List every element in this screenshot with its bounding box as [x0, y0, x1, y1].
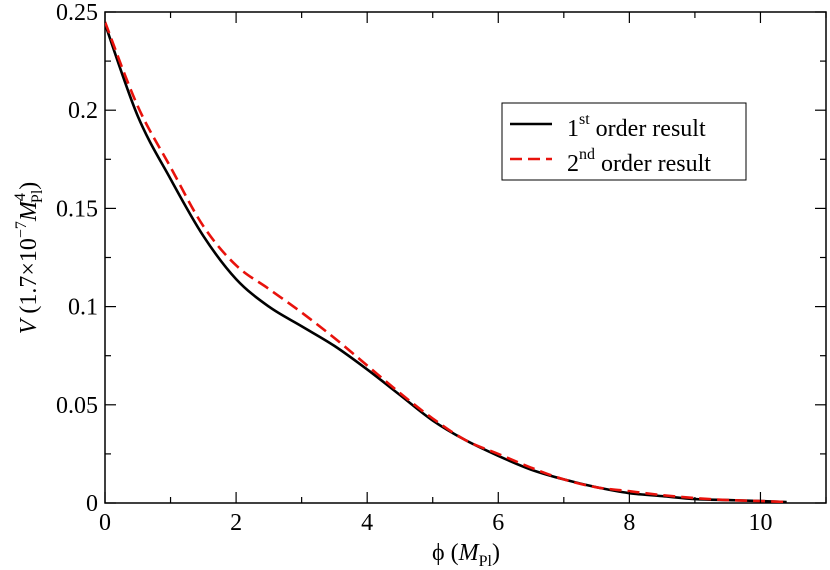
y-tick-label: 0: [86, 491, 98, 517]
y-axis-label-exp: −7: [13, 221, 30, 238]
legend-entry-series-2: 2nd order result: [567, 146, 711, 177]
legend-entry-series-1-num: 1: [567, 116, 579, 142]
y-axis-label-prefix: (1.7×10: [16, 238, 42, 320]
x-axis-label-sub: Pl: [479, 553, 493, 570]
legend: 1st order result 2nd order result: [501, 102, 747, 181]
y-axis-label: V (1.7×10−7M4Pl): [12, 182, 46, 335]
legend-entry-series-1-rest: order result: [590, 116, 706, 142]
x-axis-label-unit: M: [458, 540, 481, 566]
y-axis-label-symbol: V: [16, 317, 42, 334]
x-tick-label: 10: [748, 510, 772, 536]
y-tick-label: 0.25: [56, 0, 98, 26]
x-tick-label: 0: [99, 510, 111, 536]
series-line-1: [105, 23, 787, 503]
x-axis-label-close: ): [492, 540, 500, 566]
legend-entry-series-2-sup: nd: [579, 146, 595, 163]
legend-entry-series-2-rest: order result: [595, 151, 711, 177]
y-axis-label-unit: M: [16, 199, 42, 222]
x-axis-label: ϕ (MPl): [432, 540, 500, 570]
y-tick-label: 0.05: [56, 393, 98, 419]
legend-box: [501, 102, 747, 181]
y-axis-label-close: ): [16, 182, 42, 190]
x-tick-label: 4: [361, 510, 373, 536]
series-layer: [105, 21, 787, 503]
legend-entry-series-1-sup: st: [579, 111, 590, 128]
x-axis-label-symbol: ϕ (: [432, 540, 459, 566]
x-tick-label: 6: [492, 510, 504, 536]
y-tick-label: 0.2: [68, 98, 98, 124]
y-tick-label: 0.1: [68, 295, 98, 321]
ticks-layer: [104, 11, 827, 504]
legend-entry-series-2-num: 2: [567, 151, 579, 177]
plot-area: [104, 11, 827, 504]
legend-entry-series-1: 1st order result: [567, 111, 706, 142]
y-tick-label: 0.15: [56, 196, 98, 222]
y-axis-label-sub: Pl: [29, 189, 46, 203]
plot-frame: [104, 11, 827, 504]
y-axis-label-sup: 4: [12, 193, 29, 201]
labels-layer: 0 2 4 6 8 10 0 0.05 0.1 0.15 0.2 0.25: [56, 0, 772, 536]
x-tick-label: 8: [623, 510, 635, 536]
x-tick-label: 2: [230, 510, 242, 536]
